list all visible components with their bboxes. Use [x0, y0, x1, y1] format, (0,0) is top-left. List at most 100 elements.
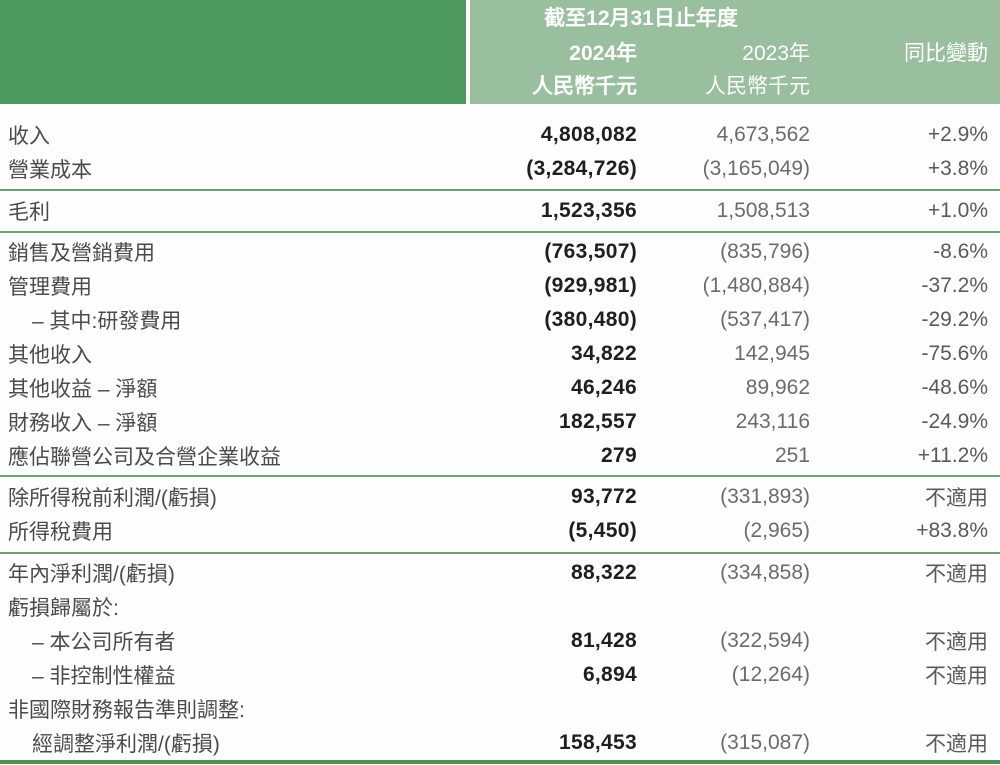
value-2024: 88,322	[570, 561, 637, 584]
table-row: 財務收入 – 淨額 182,557 243,116 -24.9%	[0, 405, 1000, 439]
value-2023: (334,858)	[720, 561, 810, 584]
row-label: 經調整淨利潤/(虧損)	[32, 733, 220, 756]
table-section: 除所得稅前利潤/(虧損) 93,772 (331,893) 不適用 所得稅費用 …	[0, 477, 1000, 552]
section-divider	[0, 475, 1000, 477]
value-2024: (929,981)	[544, 274, 637, 297]
table-row: 其他收入 34,822 142,945 -75.6%	[0, 337, 1000, 371]
yoy-change: -48.6%	[921, 376, 988, 399]
value-2024: 81,428	[570, 629, 637, 652]
row-label: – 本公司所有者	[32, 631, 176, 654]
table-row: 應佔聯營公司及合營企業收益 279 251 +11.2%	[0, 439, 1000, 473]
table-row: 虧損歸屬於:	[0, 590, 1000, 624]
yoy-change: 不適用	[925, 631, 988, 654]
yoy-change: 不適用	[925, 563, 988, 586]
table-row: – 本公司所有者 81,428 (322,594) 不適用	[0, 624, 1000, 658]
value-2023: (2,965)	[743, 519, 810, 542]
column-header-2023-unit: 人民幣千元	[705, 75, 810, 98]
value-2023: (3,165,049)	[702, 157, 810, 180]
yoy-change: -29.2%	[921, 308, 988, 331]
table-row: – 其中:研發費用 (380,480) (537,417) -29.2%	[0, 303, 1000, 337]
header-dark-green-block	[0, 0, 466, 104]
table-row: 所得稅費用 (5,450) (2,965) +83.8%	[0, 514, 1000, 548]
row-label: 所得稅費用	[8, 521, 113, 544]
row-label: 管理費用	[8, 276, 92, 299]
column-header-yoy-change: 同比變動	[904, 42, 988, 65]
value-2023: (315,087)	[720, 731, 810, 754]
table-row: 經調整淨利潤/(虧損) 158,453 (315,087) 不適用	[0, 726, 1000, 760]
row-label: 營業成本	[8, 159, 92, 182]
column-header-2024-unit: 人民幣千元	[532, 75, 637, 98]
yoy-change: -75.6%	[921, 342, 988, 365]
row-label: 財務收入 – 淨額	[8, 412, 158, 435]
yoy-change: -37.2%	[921, 274, 988, 297]
value-2024: (763,507)	[544, 240, 637, 263]
value-2024: 1,523,356	[540, 199, 637, 222]
yoy-change: +3.8%	[927, 157, 988, 180]
table-bottom-border	[0, 760, 1000, 764]
value-2023: (835,796)	[720, 240, 810, 263]
section-divider	[0, 189, 1000, 191]
table-row: 營業成本 (3,284,726) (3,165,049) +3.8%	[0, 152, 1000, 186]
yoy-change: 不適用	[925, 665, 988, 688]
header-light-green-block	[470, 0, 1000, 104]
value-2024: (5,450)	[568, 519, 637, 542]
period-label: 截至12月31日止年度	[544, 7, 738, 30]
table-row: 毛利 1,523,356 1,508,513 +1.0%	[0, 194, 1000, 228]
value-2023: 89,962	[745, 376, 810, 399]
yoy-change: -8.6%	[933, 240, 988, 263]
table-section: 銷售及營銷費用 (763,507) (835,796) -8.6% 管理費用 (…	[0, 233, 1000, 475]
value-2024: 4,808,082	[540, 123, 637, 146]
yoy-change: +11.2%	[917, 444, 988, 467]
value-2024: 6,894	[582, 663, 637, 686]
value-2024: 279	[601, 444, 637, 467]
value-2023: 142,945	[734, 342, 810, 365]
row-label: 虧損歸屬於:	[8, 597, 119, 620]
column-header-2024-year: 2024年	[569, 42, 637, 65]
table-row: 管理費用 (929,981) (1,480,884) -37.2%	[0, 269, 1000, 303]
row-label: 銷售及營銷費用	[8, 242, 155, 265]
yoy-change: +2.9%	[927, 123, 988, 146]
section-divider	[0, 231, 1000, 233]
row-label: 年內淨利潤/(虧損)	[8, 563, 175, 586]
row-label: – 其中:研發費用	[32, 310, 182, 333]
table-row: 除所得稅前利潤/(虧損) 93,772 (331,893) 不適用	[0, 480, 1000, 514]
value-2023: (331,893)	[720, 485, 810, 508]
value-2024: (3,284,726)	[526, 157, 637, 180]
value-2023: 1,508,513	[716, 199, 810, 222]
table-row: 銷售及營銷費用 (763,507) (835,796) -8.6%	[0, 235, 1000, 269]
value-2024: 34,822	[570, 342, 637, 365]
table-body: 收入 4,808,082 4,673,562 +2.9% 營業成本 (3,284…	[0, 104, 1000, 764]
row-label: – 非控制性權益	[32, 665, 176, 688]
table-section: 毛利 1,523,356 1,508,513 +1.0%	[0, 191, 1000, 231]
table-row: – 非控制性權益 6,894 (12,264) 不適用	[0, 658, 1000, 692]
table-row: 非國際財務報告準則調整:	[0, 692, 1000, 726]
value-2023: (1,480,884)	[702, 274, 810, 297]
value-2023: 4,673,562	[716, 123, 810, 146]
value-2023: 251	[774, 444, 810, 467]
table-row: 其他收益 – 淨額 46,246 89,962 -48.6%	[0, 371, 1000, 405]
table-row: 收入 4,808,082 4,673,562 +2.9%	[0, 118, 1000, 152]
value-2024: 46,246	[570, 376, 637, 399]
yoy-change: +1.0%	[927, 199, 988, 222]
yoy-change: 不適用	[925, 733, 988, 756]
table-section: 收入 4,808,082 4,673,562 +2.9% 營業成本 (3,284…	[0, 104, 1000, 189]
column-header-2023-year: 2023年	[742, 42, 810, 65]
yoy-change: +83.8%	[916, 519, 988, 542]
value-2023: (12,264)	[731, 663, 810, 686]
table-header: 截至12月31日止年度 2024年 2023年 同比變動 人民幣千元 人民幣千元	[0, 0, 1000, 104]
row-label: 其他收入	[8, 344, 92, 367]
value-2023: 243,116	[735, 410, 810, 433]
value-2024: 93,772	[570, 485, 637, 508]
row-label: 收入	[8, 125, 50, 148]
value-2023: (322,594)	[720, 629, 810, 652]
table-section: 年內淨利潤/(虧損) 88,322 (334,858) 不適用 虧損歸屬於: –…	[0, 554, 1000, 760]
section-divider	[0, 552, 1000, 554]
row-label: 應佔聯營公司及合營企業收益	[8, 446, 281, 469]
value-2023: (537,417)	[720, 308, 810, 331]
row-label: 毛利	[8, 201, 50, 224]
table-row: 年內淨利潤/(虧損) 88,322 (334,858) 不適用	[0, 556, 1000, 590]
value-2024: 158,453	[558, 731, 637, 754]
yoy-change: 不適用	[925, 487, 988, 510]
row-label: 非國際財務報告準則調整:	[8, 699, 245, 722]
